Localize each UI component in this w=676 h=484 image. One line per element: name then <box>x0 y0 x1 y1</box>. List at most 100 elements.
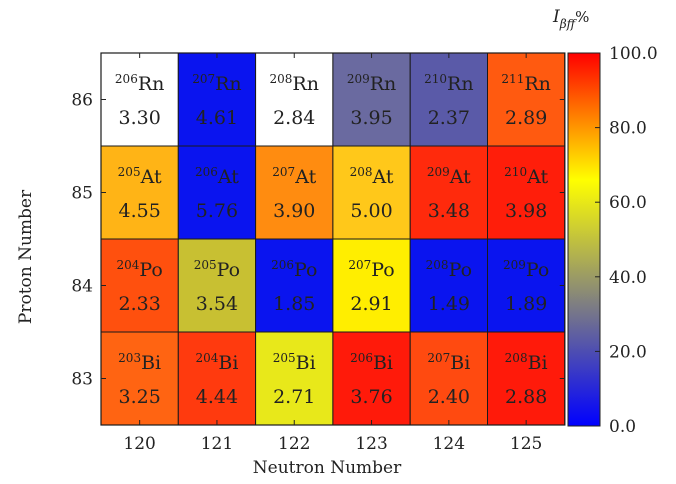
cell-element-symbol: Rn <box>524 73 551 95</box>
cell-mass-number: 208 <box>270 72 293 86</box>
cell-element-symbol: At <box>217 166 239 188</box>
cell-value-label: 1.89 <box>505 293 547 315</box>
heatmap-cell: 205At 4.55 <box>100 145 179 240</box>
cell-value-label: 5.00 <box>350 200 392 222</box>
cell-rect <box>487 52 566 147</box>
cell-nuclide-label: 204Bi <box>195 351 238 374</box>
cell-value-label: 1.49 <box>428 293 470 315</box>
cell-nuclide-label: 205At <box>118 165 162 188</box>
cell-element-symbol: Rn <box>215 73 242 95</box>
colorbar-gradient <box>567 52 601 427</box>
cell-rect <box>487 145 566 240</box>
cell-rect <box>255 52 334 147</box>
cell-rect <box>332 145 411 240</box>
heatmap-cell: 208At 5.00 <box>332 145 411 240</box>
cell-nuclide-label: 211Rn <box>501 72 550 95</box>
cell-element-symbol: Po <box>217 259 240 281</box>
heatmap-cell: 207Bi 2.40 <box>409 331 489 426</box>
cell-element-symbol: Rn <box>292 73 319 95</box>
heatmap-cell: 209Po 1.89 <box>487 238 566 333</box>
heatmap-cells: 206Rn3.30207Rn4.61208Rn2.84209Rn3.95210R… <box>100 52 566 426</box>
heatmap-cell: 207Po 2.91 <box>332 238 411 333</box>
heatmap-cell: 206At 5.76 <box>177 145 257 240</box>
cell-rect <box>487 238 566 333</box>
cell-mass-number: 209 <box>503 258 526 272</box>
cell-nuclide-label: 204Po <box>116 258 162 281</box>
colorbar-tick-label: 20.0 <box>609 342 647 362</box>
heatmap-cell: 204Po 2.33 <box>100 238 179 333</box>
cell-value-label: 2.88 <box>505 386 547 408</box>
cell-element-symbol: Rn <box>447 73 474 95</box>
cell-nuclide-label: 207Po <box>348 258 394 281</box>
x-tick-label: 124 <box>433 434 465 454</box>
heatmap-cell: 207Rn 4.61 <box>177 52 257 147</box>
cell-mass-number: 206 <box>115 72 138 86</box>
cell-nuclide-label: 203Bi <box>118 351 161 374</box>
cell-value-label: 2.71 <box>273 386 315 408</box>
x-tick-label: 123 <box>355 434 387 454</box>
cell-rect <box>255 238 334 333</box>
cell-mass-number: 204 <box>195 351 218 365</box>
cell-mass-number: 205 <box>194 258 217 272</box>
cell-element-symbol: Rn <box>370 73 397 95</box>
cell-rect <box>255 331 334 426</box>
cell-value-label: 4.44 <box>196 386 238 408</box>
cell-element-symbol: Po <box>526 259 549 281</box>
x-tick-label: 120 <box>123 434 155 454</box>
colorbar: 0.0 20.0 40.0 60.0 80.0 100.0 Iβff% <box>552 7 658 437</box>
cell-element-symbol: Po <box>449 259 472 281</box>
heatmap-cell: 204Bi 4.44 <box>177 331 257 426</box>
cell-mass-number: 206 <box>271 258 294 272</box>
cell-rect <box>332 52 411 147</box>
heatmap-cell: 209At 3.48 <box>409 145 489 240</box>
cell-rect <box>100 145 179 240</box>
colorbar-ticks: 0.0 20.0 40.0 60.0 80.0 100.0 <box>595 44 658 437</box>
cell-nuclide-label: 206At <box>195 165 239 188</box>
cell-mass-number: 205 <box>118 165 141 179</box>
cell-rect <box>100 331 179 426</box>
cell-rect <box>177 238 257 333</box>
cell-rect <box>177 331 257 426</box>
y-tick-label: 85 <box>71 184 93 204</box>
cell-mass-number: 211 <box>501 72 524 86</box>
cell-value-label: 3.90 <box>273 200 315 222</box>
cell-mass-number: 207 <box>272 165 295 179</box>
cell-value-label: 1.85 <box>273 293 315 315</box>
y-tick-label: 86 <box>71 91 93 111</box>
cell-value-label: 2.37 <box>428 107 470 129</box>
cell-element-symbol: Bi <box>141 352 161 374</box>
cell-value-label: 5.76 <box>196 200 238 222</box>
cell-rect <box>100 52 179 147</box>
cell-rect <box>332 331 411 426</box>
cell-mass-number: 208 <box>350 165 373 179</box>
cell-element-symbol: At <box>294 166 316 188</box>
cell-element-symbol: Bi <box>528 352 548 374</box>
cell-rect <box>332 238 411 333</box>
cell-rect <box>487 331 566 426</box>
y-axis-title: Proton Number <box>16 189 36 324</box>
heatmap-cell: 205Po 3.54 <box>177 238 257 333</box>
cell-element-symbol: Bi <box>218 352 238 374</box>
cell-value-label: 4.55 <box>118 200 160 222</box>
cell-nuclide-label: 208Rn <box>270 72 319 95</box>
heatmap-cell: 209Rn 3.95 <box>332 52 411 147</box>
cell-value-label: 3.76 <box>350 386 392 408</box>
y-tick-label: 84 <box>71 277 93 297</box>
cell-mass-number: 207 <box>427 351 450 365</box>
cell-mass-number: 208 <box>426 258 449 272</box>
cell-nuclide-label: 205Po <box>194 258 240 281</box>
x-tick-label: 125 <box>510 434 542 454</box>
cell-value-label: 3.98 <box>505 200 547 222</box>
colorbar-tick-label: 80.0 <box>609 119 647 139</box>
colorbar-title-main: I <box>552 7 560 27</box>
cell-nuclide-label: 209At <box>427 165 471 188</box>
cell-value-label: 2.91 <box>350 293 392 315</box>
cell-value-label: 3.48 <box>428 200 470 222</box>
cell-element-symbol: Bi <box>296 352 316 374</box>
cell-element-symbol: Rn <box>138 73 165 95</box>
heatmap-cell: 208Po 1.49 <box>409 238 489 333</box>
cell-nuclide-label: 210At <box>504 165 548 188</box>
cell-value-label: 2.84 <box>273 107 315 129</box>
cell-mass-number: 209 <box>427 165 450 179</box>
